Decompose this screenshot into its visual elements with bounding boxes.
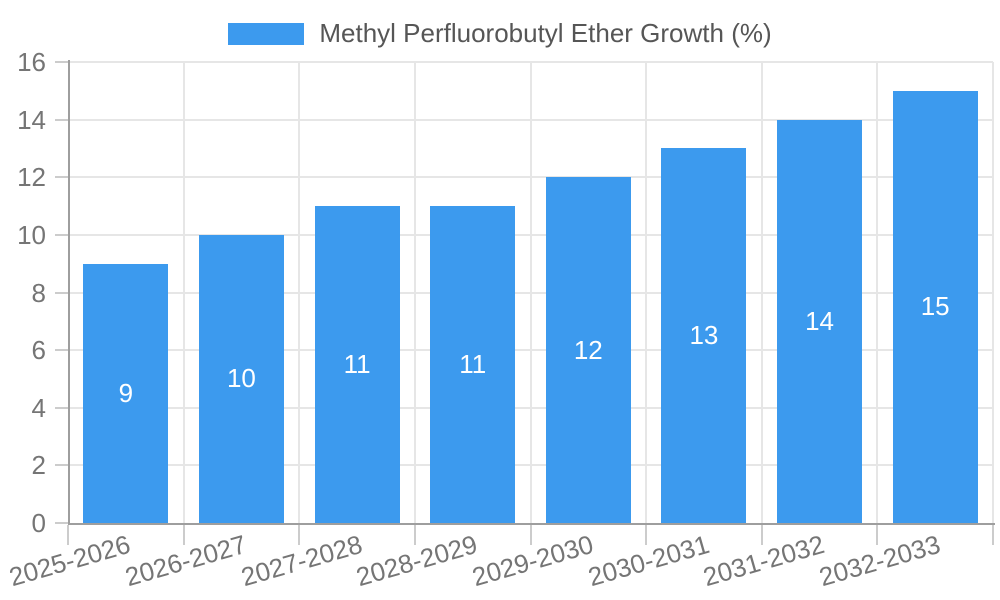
y-tick — [55, 464, 68, 467]
x-axis-tick-label: 2027-2028 — [237, 529, 366, 593]
y-axis-line — [68, 60, 70, 525]
bar-value-label: 14 — [805, 305, 835, 336]
legend-swatch-icon — [228, 22, 305, 45]
x-tick — [645, 525, 648, 545]
x-tick — [529, 525, 532, 545]
x-tick — [182, 525, 185, 545]
y-tick — [55, 176, 68, 179]
bar[interactable]: 9 — [83, 263, 169, 523]
x-gridline — [413, 62, 416, 523]
legend-label: Methyl Perfluorobutyl Ether Growth (%) — [319, 18, 772, 48]
bar-value-label: 10 — [226, 363, 256, 394]
bar-value-label: 12 — [573, 334, 603, 365]
x-axis-tick-label: 2026-2027 — [121, 529, 250, 593]
bar[interactable]: 11 — [314, 206, 400, 523]
x-gridline — [876, 62, 879, 523]
y-tick — [55, 406, 68, 409]
bar[interactable]: 13 — [661, 148, 747, 523]
x-gridline — [529, 62, 532, 523]
x-axis-tick-label: 2025-2026 — [6, 529, 135, 593]
x-gridline — [992, 62, 994, 523]
x-axis-tick-label: 2032-2033 — [815, 529, 944, 593]
y-axis-tick-label: 2 — [31, 450, 46, 481]
x-tick — [876, 525, 879, 545]
x-gridline — [760, 62, 763, 523]
x-axis-tick-label: 2028-2029 — [353, 529, 481, 593]
bar[interactable]: 12 — [545, 177, 631, 523]
y-tick — [55, 522, 68, 524]
bar-value-label: 11 — [459, 349, 487, 380]
y-axis-tick-label: 16 — [17, 47, 46, 77]
bar[interactable]: 11 — [430, 206, 516, 523]
x-gridline — [298, 62, 301, 523]
y-axis-tick-label: 10 — [17, 219, 46, 250]
y-tick — [55, 349, 68, 352]
bar[interactable]: 15 — [892, 90, 978, 523]
y-axis-tick-label: 14 — [17, 104, 46, 135]
y-tick — [55, 233, 68, 236]
x-axis-tick-label: 2029-2030 — [468, 529, 597, 593]
y-tick — [55, 118, 68, 121]
x-gridline — [645, 62, 648, 523]
y-axis-tick-label: 12 — [17, 162, 46, 193]
x-tick — [298, 525, 301, 545]
x-axis-tick-label: 2030-2031 — [584, 529, 713, 593]
y-axis-tick-label: 6 — [31, 335, 46, 366]
x-tick — [760, 525, 763, 545]
y-axis-tick-label: 0 — [31, 508, 46, 538]
bar[interactable]: 10 — [198, 234, 284, 523]
x-tick — [413, 525, 416, 545]
x-axis-line — [68, 523, 995, 525]
y-tick — [55, 61, 68, 63]
y-tick — [55, 291, 68, 294]
bar-value-label: 9 — [118, 377, 134, 408]
y-axis-tick-label: 8 — [31, 277, 46, 308]
chart-legend[interactable]: Methyl Perfluorobutyl Ether Growth (%) — [0, 18, 1000, 49]
bar[interactable]: 14 — [777, 119, 863, 523]
bar-value-label: 11 — [343, 349, 371, 380]
x-tick — [992, 525, 994, 545]
x-gridline — [182, 62, 185, 523]
y-axis-tick-label: 4 — [31, 392, 46, 423]
plot-area: 9 10 11 11 12 13 14 15 — [68, 61, 994, 523]
bar-value-label: 15 — [920, 291, 950, 322]
x-axis-tick-label: 2031-2032 — [700, 529, 828, 593]
bar-value-label: 13 — [689, 320, 719, 351]
x-tick — [67, 525, 69, 545]
